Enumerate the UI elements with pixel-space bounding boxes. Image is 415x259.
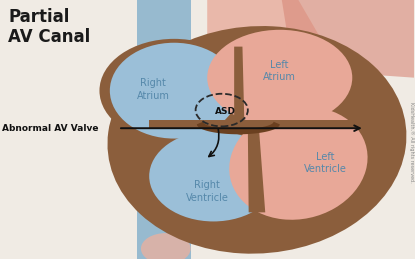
Polygon shape [234,47,244,130]
Ellipse shape [110,43,238,139]
Text: Abnormal AV Valve: Abnormal AV Valve [2,124,99,133]
Text: KidsHealth.® All rights reserved.: KidsHealth.® All rights reserved. [409,102,414,183]
Text: Partial
AV Canal: Partial AV Canal [8,8,90,46]
Text: ASD: ASD [215,107,237,116]
Polygon shape [248,130,265,212]
Ellipse shape [207,30,352,126]
Ellipse shape [100,39,249,142]
Polygon shape [137,0,190,259]
Text: Left
Atrium: Left Atrium [263,60,296,82]
Text: Right
Ventricle: Right Ventricle [186,181,229,203]
Polygon shape [282,0,415,78]
Ellipse shape [229,106,368,220]
Polygon shape [149,120,373,128]
Polygon shape [174,194,311,233]
Polygon shape [137,65,207,83]
Polygon shape [197,122,280,134]
Text: Right
Atrium: Right Atrium [137,78,170,100]
Ellipse shape [107,26,406,254]
Polygon shape [207,0,332,98]
Ellipse shape [149,131,278,221]
Text: Left
Ventricle: Left Ventricle [304,152,347,174]
Ellipse shape [141,233,190,259]
